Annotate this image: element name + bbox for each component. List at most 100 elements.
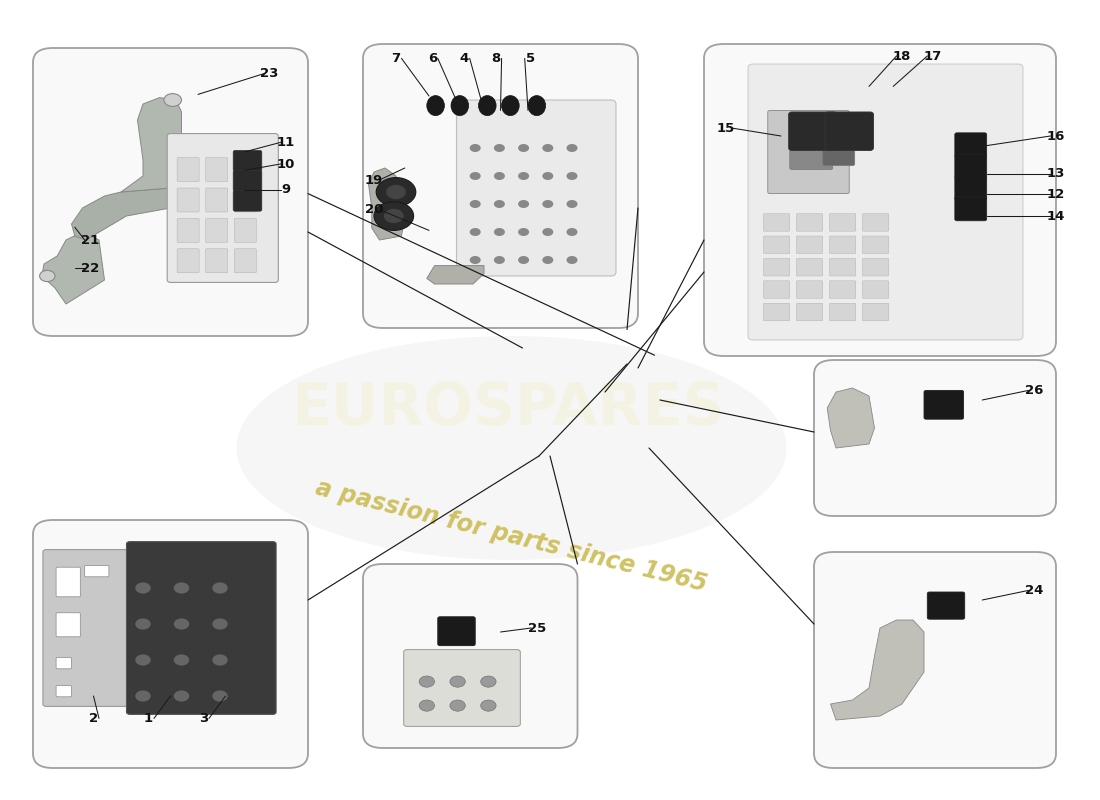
Circle shape (566, 172, 578, 180)
Circle shape (174, 654, 189, 666)
Circle shape (386, 185, 406, 199)
Ellipse shape (478, 96, 496, 115)
Circle shape (518, 172, 529, 180)
FancyBboxPatch shape (763, 303, 790, 321)
Circle shape (450, 676, 465, 687)
FancyBboxPatch shape (234, 218, 256, 242)
Circle shape (40, 270, 55, 282)
Circle shape (470, 228, 481, 236)
FancyBboxPatch shape (43, 550, 140, 706)
Circle shape (494, 200, 505, 208)
Circle shape (494, 144, 505, 152)
Circle shape (174, 690, 189, 702)
FancyBboxPatch shape (829, 281, 856, 298)
Text: 5: 5 (526, 52, 535, 65)
Circle shape (450, 700, 465, 711)
FancyBboxPatch shape (955, 133, 987, 157)
FancyBboxPatch shape (955, 197, 987, 221)
FancyBboxPatch shape (825, 112, 873, 150)
Circle shape (419, 700, 435, 711)
FancyBboxPatch shape (796, 303, 823, 321)
Circle shape (494, 256, 505, 264)
Polygon shape (827, 388, 875, 448)
FancyBboxPatch shape (56, 686, 72, 697)
Circle shape (212, 690, 228, 702)
FancyBboxPatch shape (927, 592, 965, 619)
FancyBboxPatch shape (456, 100, 616, 276)
Circle shape (376, 178, 416, 206)
Circle shape (135, 618, 151, 630)
Circle shape (419, 676, 435, 687)
FancyBboxPatch shape (206, 158, 228, 182)
FancyBboxPatch shape (796, 214, 823, 231)
Text: a passion for parts since 1965: a passion for parts since 1965 (314, 476, 710, 596)
FancyBboxPatch shape (955, 154, 987, 178)
Circle shape (470, 144, 481, 152)
Text: 7: 7 (392, 52, 400, 65)
Polygon shape (72, 188, 176, 240)
Text: 3: 3 (199, 712, 208, 725)
Text: 10: 10 (277, 158, 295, 170)
Ellipse shape (502, 96, 519, 115)
FancyBboxPatch shape (862, 303, 889, 321)
Text: 2: 2 (89, 712, 98, 725)
Circle shape (542, 200, 553, 208)
FancyBboxPatch shape (862, 214, 889, 231)
FancyBboxPatch shape (438, 617, 475, 646)
FancyBboxPatch shape (33, 520, 308, 768)
FancyBboxPatch shape (56, 658, 72, 669)
FancyBboxPatch shape (796, 281, 823, 298)
FancyBboxPatch shape (167, 134, 278, 282)
Circle shape (566, 228, 578, 236)
Text: 22: 22 (81, 262, 99, 274)
Circle shape (470, 200, 481, 208)
Polygon shape (42, 232, 104, 304)
Text: 19: 19 (365, 174, 383, 186)
Circle shape (374, 202, 414, 230)
Text: 11: 11 (277, 136, 295, 149)
Text: 25: 25 (528, 622, 546, 634)
Circle shape (135, 582, 151, 594)
FancyBboxPatch shape (862, 281, 889, 298)
FancyBboxPatch shape (363, 564, 578, 748)
Text: 17: 17 (924, 50, 942, 62)
Polygon shape (121, 98, 182, 192)
FancyBboxPatch shape (177, 218, 199, 242)
Circle shape (174, 582, 189, 594)
FancyBboxPatch shape (748, 64, 1023, 340)
FancyBboxPatch shape (177, 188, 199, 212)
Text: 8: 8 (492, 52, 500, 65)
Text: 13: 13 (1047, 167, 1065, 180)
FancyBboxPatch shape (814, 552, 1056, 768)
Circle shape (518, 256, 529, 264)
Text: 16: 16 (1047, 130, 1065, 142)
FancyBboxPatch shape (363, 44, 638, 328)
Circle shape (542, 172, 553, 180)
FancyBboxPatch shape (763, 236, 790, 254)
Text: 26: 26 (1025, 384, 1043, 397)
FancyBboxPatch shape (796, 236, 823, 254)
FancyBboxPatch shape (829, 236, 856, 254)
Circle shape (542, 228, 553, 236)
FancyBboxPatch shape (206, 249, 228, 273)
FancyBboxPatch shape (789, 112, 837, 150)
Text: 4: 4 (460, 52, 469, 65)
FancyBboxPatch shape (233, 150, 262, 171)
Circle shape (494, 172, 505, 180)
FancyBboxPatch shape (763, 258, 790, 276)
Circle shape (518, 200, 529, 208)
FancyBboxPatch shape (56, 613, 80, 637)
Circle shape (566, 200, 578, 208)
Text: 23: 23 (261, 67, 278, 80)
Circle shape (481, 676, 496, 687)
Circle shape (135, 654, 151, 666)
Ellipse shape (528, 96, 546, 115)
Polygon shape (427, 266, 484, 284)
FancyBboxPatch shape (829, 303, 856, 321)
FancyBboxPatch shape (404, 650, 520, 726)
FancyBboxPatch shape (768, 110, 849, 194)
Circle shape (212, 654, 228, 666)
Text: 12: 12 (1047, 188, 1065, 201)
Circle shape (470, 256, 481, 264)
FancyBboxPatch shape (206, 218, 228, 242)
